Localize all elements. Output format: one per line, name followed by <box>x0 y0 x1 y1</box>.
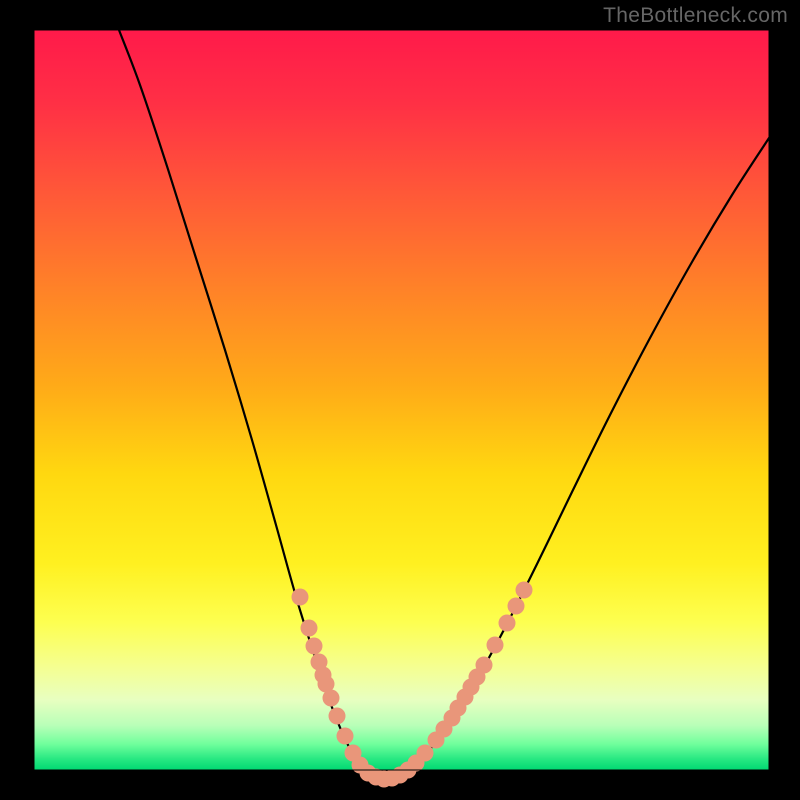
data-marker <box>329 708 346 725</box>
data-marker <box>417 745 434 762</box>
data-marker <box>476 657 493 674</box>
data-marker <box>499 615 516 632</box>
chart-container: TheBottleneck.com <box>0 0 800 800</box>
plot-background <box>34 30 769 770</box>
data-marker <box>323 690 340 707</box>
bottleneck-chart <box>0 0 800 800</box>
data-marker <box>487 637 504 654</box>
data-marker <box>337 728 354 745</box>
watermark-label: TheBottleneck.com <box>603 4 788 28</box>
data-marker <box>306 638 323 655</box>
data-marker <box>508 598 525 615</box>
data-marker <box>301 620 318 637</box>
data-marker <box>292 589 309 606</box>
data-marker <box>516 582 533 599</box>
